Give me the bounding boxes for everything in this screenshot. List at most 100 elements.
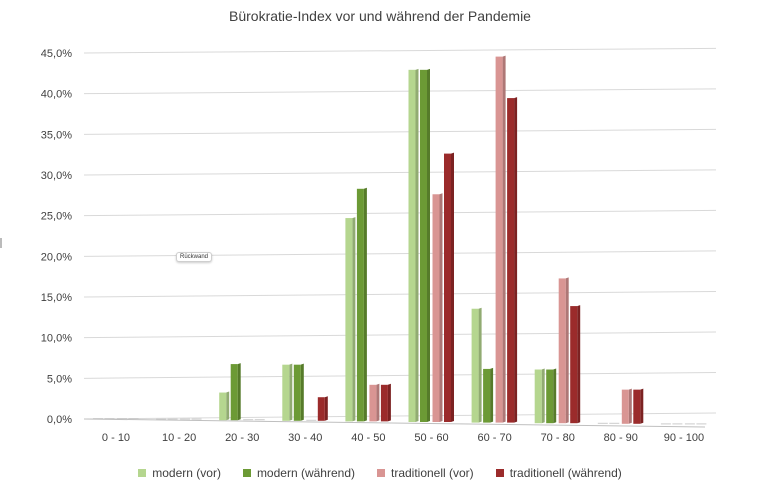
bar-side [439,193,443,422]
x-tick-label: 50 - 60 [414,432,448,444]
y-tick-label: 5,0% [47,373,72,385]
y-tick-label: 25,0% [41,211,72,223]
bar-side [415,68,419,423]
bar-modern-vor--9 [660,423,671,425]
x-tick-label: 20 - 30 [225,432,259,444]
bar-modern-w-hrend--5 [420,69,427,423]
gridline [83,169,717,176]
bar-traditionell-vor--4 [369,384,377,422]
bar-traditionell-w-hrend--4 [380,384,388,422]
bar-side [565,277,569,424]
bar-modern-vor--0 [93,418,103,419]
gridline [83,412,717,420]
y-tick-label: 30,0% [41,170,72,182]
edge-marker [0,238,2,248]
chart-title: Bürokratie-Index vor und während der Pan… [229,8,531,24]
bar-traditionell-w-hrend--0 [128,418,139,419]
x-tick-label: 30 - 40 [288,432,322,444]
x-axis-floor [83,418,706,428]
x-tick-label: 40 - 50 [351,432,385,444]
x-tick-label: 0 - 10 [102,432,130,444]
y-tick-label: 0,0% [47,414,72,426]
bar-traditionell-w-hrend--5 [444,153,451,422]
bar-traditionell-w-hrend--2 [254,419,265,421]
bar-side [577,305,581,424]
bar-modern-vor--7 [534,369,542,424]
bar-side [324,396,328,421]
x-tick-label: 10 - 20 [162,432,196,444]
bar-side [640,388,644,424]
bar-modern-w-hrend--3 [293,364,301,421]
bar-modern-vor--8 [597,422,608,424]
x-tick-label: 90 - 100 [664,432,704,444]
bar-traditionell-vor--5 [432,194,440,422]
bar-side [237,363,241,421]
bar-side [363,187,367,422]
bar-side [553,368,557,424]
y-tick-label: 40,0% [41,89,72,101]
y-tick-label: 15,0% [41,292,72,304]
bar-modern-vor--4 [345,218,353,422]
bar-traditionell-w-hrend--1 [191,418,202,420]
legend-item: traditionell (während) [495,466,622,480]
bar-traditionell-vor--1 [180,418,191,420]
bar-traditionell-vor--2 [243,419,254,421]
gridline [83,290,717,298]
bar-modern-vor--5 [408,69,416,423]
x-tick-label: 70 - 80 [541,432,575,444]
x-tick-label: 80 - 90 [604,432,638,444]
bar-side [387,383,391,422]
y-tick-label: 10,0% [41,333,72,345]
bar-side [376,383,380,422]
bar-side [514,97,518,423]
bar-traditionell-vor--8 [621,389,629,424]
bar-side [541,368,545,424]
bar-side [352,217,356,422]
bar-modern-w-hrend--1 [167,418,178,420]
bar-modern-w-hrend--8 [609,422,620,424]
legend-item: modern (während) [242,466,355,480]
legend-swatch [376,469,385,477]
legend-item: traditionell (vor) [376,466,474,480]
bar-traditionell-vor--7 [558,278,566,424]
bar-side [226,391,230,421]
bar-traditionell-vor--0 [117,418,127,419]
bar-side [490,367,494,423]
bar-modern-w-hrend--0 [104,418,115,419]
bar-side [289,363,293,421]
bar-modern-w-hrend--7 [546,369,554,424]
legend-label: traditionell (während) [509,466,622,480]
gridline [83,331,717,339]
bar-traditionell-vor--9 [684,423,695,425]
bar-traditionell-vor--3 [306,419,317,421]
y-tick-label: 45,0% [41,48,72,60]
bar-traditionell-w-hrend--9 [696,423,707,425]
bar-modern-vor--2 [219,392,227,421]
bar-traditionell-w-hrend--6 [507,98,515,423]
gridline [83,47,717,54]
gridline [83,88,717,95]
bar-traditionell-vor--6 [495,56,503,423]
bar-traditionell-w-hrend--7 [570,306,578,424]
x-tick-label: 60 - 70 [477,432,511,444]
bar-modern-vor--3 [282,364,290,421]
bar-modern-vor--1 [156,418,167,420]
bar-side [628,388,632,424]
chart-wall-tooltip: Rückwand [176,252,213,262]
legend-swatch [138,469,147,477]
bar-side [300,363,304,421]
bar-side [427,68,430,423]
bar-modern-vor--6 [471,308,479,423]
bar-modern-w-hrend--9 [672,423,683,425]
bar-side [478,307,482,423]
bar-traditionell-w-hrend--8 [633,389,641,424]
y-tick-label: 35,0% [41,129,72,141]
bar-modern-w-hrend--4 [356,188,364,422]
legend-label: modern (während) [256,466,355,480]
y-tick-label: 20,0% [41,251,72,263]
chart-legend: modern (vor) modern (während) traditionell… [0,466,760,480]
bar-side [502,55,506,423]
legend-label: traditionell (vor) [390,466,474,480]
